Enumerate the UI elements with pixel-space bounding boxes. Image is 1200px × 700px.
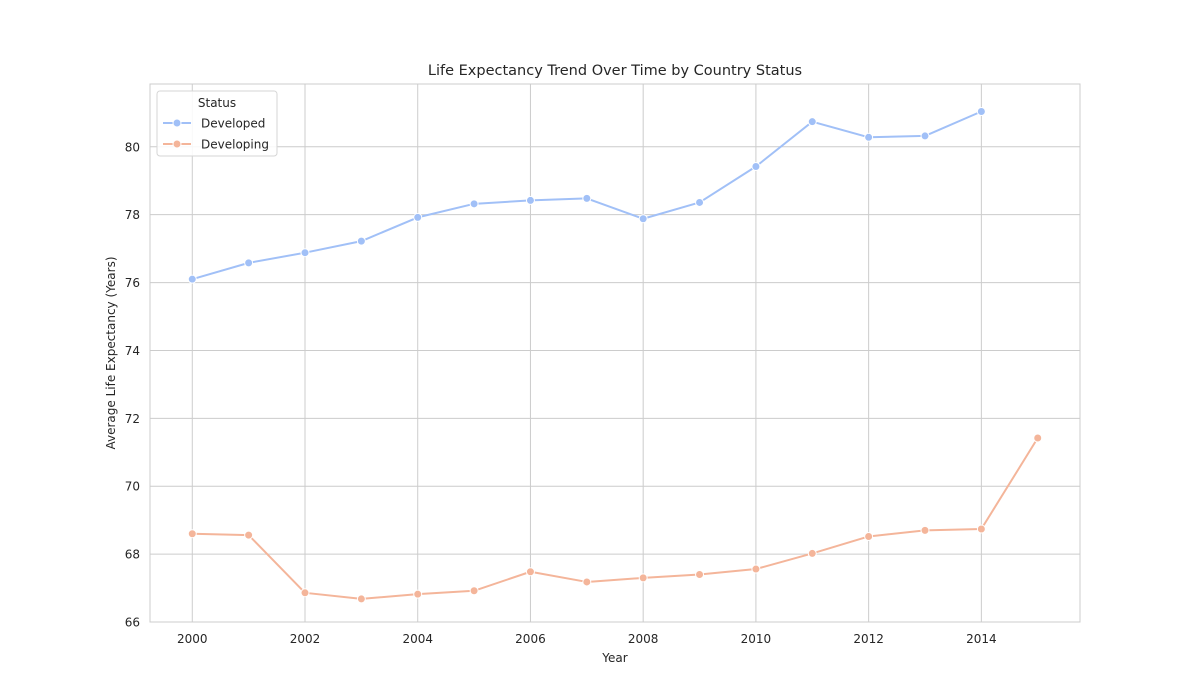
- data-point-developed: [244, 258, 254, 268]
- data-point-developing: [356, 594, 366, 604]
- data-point-developed: [356, 236, 366, 246]
- series-line-developing: [192, 437, 1039, 600]
- data-point-developing: [582, 577, 592, 587]
- x-tick-label: 2002: [290, 632, 321, 646]
- legend: Status Developed Developing: [156, 90, 278, 157]
- data-point-developed: [469, 199, 479, 209]
- data-point-developed: [695, 197, 705, 207]
- data-point-developing: [695, 569, 705, 579]
- y-tick-label: 76: [125, 276, 140, 290]
- axis-ticks: 2000 2002 2004 2006 2008 2010 2012 2014 66 68 70 72…: [125, 140, 997, 646]
- legend-box: [156, 90, 278, 157]
- legend-label-developing: Developing: [201, 138, 269, 152]
- data-point-developing: [751, 564, 761, 574]
- x-tick-label: 2012: [853, 632, 884, 646]
- data-point-developing: [300, 588, 310, 598]
- x-tick-label: 2004: [402, 632, 433, 646]
- y-tick-label: 78: [125, 208, 140, 222]
- data-point-developed: [187, 274, 197, 284]
- x-tick-label: 2014: [966, 632, 997, 646]
- data-point-developed: [582, 193, 592, 203]
- data-point-developing: [525, 567, 535, 577]
- data-point-developed: [300, 248, 310, 258]
- data-point-developed: [525, 195, 535, 205]
- data-point-developing: [469, 586, 479, 596]
- data-point-developing: [244, 530, 254, 540]
- legend-entries: Developed Developing: [163, 117, 269, 152]
- y-tick-label: 72: [125, 412, 140, 426]
- data-point-developed: [413, 212, 423, 222]
- data-point-developing: [187, 529, 197, 539]
- data-point-developed: [751, 161, 761, 171]
- grid: [150, 84, 1080, 623]
- data-point-developing: [864, 531, 874, 541]
- x-tick-label: 2006: [515, 632, 546, 646]
- y-axis-label: Average Life Expectancy (Years): [104, 256, 118, 449]
- y-tick-label: 70: [125, 480, 140, 494]
- data-point-developed: [807, 117, 817, 127]
- legend-label-developed: Developed: [201, 117, 265, 131]
- y-tick-label: 74: [125, 344, 140, 358]
- y-tick-label: 80: [125, 140, 140, 154]
- data-point-developing: [638, 573, 648, 583]
- x-tick-label: 2008: [628, 632, 659, 646]
- series-lines: [187, 106, 1043, 604]
- plot-area: [149, 83, 1081, 623]
- legend-marker-developing: [172, 139, 182, 149]
- y-tick-label: 68: [125, 548, 140, 562]
- x-tick-label: 2010: [741, 632, 772, 646]
- data-point-developing: [413, 589, 423, 599]
- data-point-developing: [976, 524, 986, 534]
- data-point-developing: [1033, 433, 1043, 443]
- data-point-developing: [807, 548, 817, 558]
- chart-title: Life Expectancy Trend Over Time by Count…: [428, 63, 802, 79]
- data-point-developing: [920, 525, 930, 535]
- x-axis-label: Year: [601, 651, 627, 665]
- legend-marker-developed: [172, 118, 182, 128]
- x-tick-label: 2000: [177, 632, 208, 646]
- data-point-developed: [864, 132, 874, 142]
- data-point-developed: [638, 214, 648, 224]
- data-point-developed: [920, 131, 930, 141]
- data-point-developed: [976, 106, 986, 116]
- legend-title: Status: [198, 96, 236, 110]
- y-tick-label: 66: [125, 616, 140, 630]
